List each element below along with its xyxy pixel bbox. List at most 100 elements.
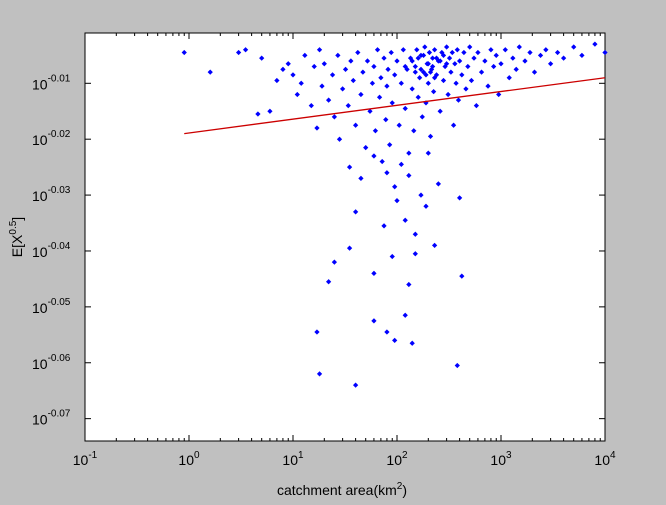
scatter-point [381,223,387,229]
scatter-point [420,69,427,75]
scatter-point [468,77,475,84]
scatter-point [314,329,320,335]
y-tick-label: 10-0.04 [32,241,71,260]
x-tick-label: 100 [178,450,200,468]
scatter-point [429,63,436,70]
scatter-point [325,279,332,285]
x-tick-label: 104 [594,450,616,468]
scatter-point [473,103,480,109]
scatter-point [358,175,364,181]
x-tick-label: 102 [386,450,408,468]
scatter-point [346,245,353,251]
scatter-point [274,77,280,84]
scatter-point [181,49,187,56]
scatter-point [437,108,443,114]
scatter-point [314,125,320,131]
scatter-point [478,69,485,75]
scatter-point [482,58,488,64]
scatter-point [493,52,499,58]
plot-area [84,32,606,442]
scatter-point [527,49,533,56]
x-tick-label: 103 [490,450,512,468]
scatter-point [459,273,465,279]
y-tick-label: 10-0.05 [32,297,71,316]
scatter-point [335,52,341,58]
scatter-point [547,61,554,67]
scatter-point [255,111,261,117]
scatter-point [454,47,460,53]
scatter-point [345,103,351,109]
scatter-point [384,329,390,335]
scatter-point [465,63,471,70]
scatter-point [456,58,463,64]
scatter-point [415,55,421,61]
scatter-point [371,63,377,70]
scatter-point [425,150,431,156]
scatter-point [402,312,408,318]
scatter-point [383,117,389,123]
scatter-point [467,44,473,50]
scatter-point [418,66,424,72]
scatter-point [339,86,346,92]
scatter-point [267,108,273,114]
scatter-point [440,52,447,58]
scatter-point [348,58,354,64]
scatter-point [321,61,327,67]
scatter-point [392,337,398,344]
scatter-point [411,128,417,134]
scatter-point [412,63,418,70]
scatter-point [463,86,469,92]
scatter-series [181,41,608,388]
scatter-point [384,170,390,176]
scatter-point [531,69,538,75]
scatter-point [445,91,451,98]
scatter-point [402,63,408,70]
x-tick-label: 10-1 [73,450,98,468]
scatter-point [415,94,421,100]
scatter-point [360,69,366,75]
scatter-point [308,103,314,109]
scatter-point [352,122,359,128]
x-tick-label: 101 [282,450,304,468]
scatter-point [455,97,462,103]
scatter-point [475,49,481,56]
scatter-point [316,47,323,53]
scatter-point [459,72,465,78]
scatter-point [516,44,522,50]
scatter-point [402,217,408,223]
scatter-point [431,47,438,53]
scatter-point [412,251,418,257]
scatter-point [496,91,502,98]
scatter-point [461,49,467,56]
scatter-point [571,44,577,50]
scatter-point [379,158,385,165]
scatter-point [259,55,265,61]
scatter-point [471,55,477,61]
scatter-point [602,49,608,56]
scatter-point [374,47,381,53]
scatter-point [560,55,567,61]
scatter-point [385,66,391,72]
y-tick-label: 10-0.01 [32,73,71,92]
scatter-point [440,77,447,84]
scatter-point [423,203,429,209]
scatter-point [371,270,377,276]
scatter-point [387,142,393,148]
scatter-point [311,63,317,70]
scatter-point [426,49,433,56]
scatter-point [452,61,458,67]
scatter-point [488,47,494,53]
scatter-point [412,231,418,237]
scatter-point [406,150,412,156]
scatter-point [389,253,395,260]
scatter-point [325,97,332,103]
scatter-point [392,72,398,78]
scatter-point [371,153,377,159]
scatter-point [431,75,438,81]
scatter-point [409,58,415,64]
scatter-point [367,108,373,114]
scatter-point [378,75,384,81]
scatter-point [394,198,400,204]
scatter-point [543,47,549,53]
scatter-point [449,49,455,56]
